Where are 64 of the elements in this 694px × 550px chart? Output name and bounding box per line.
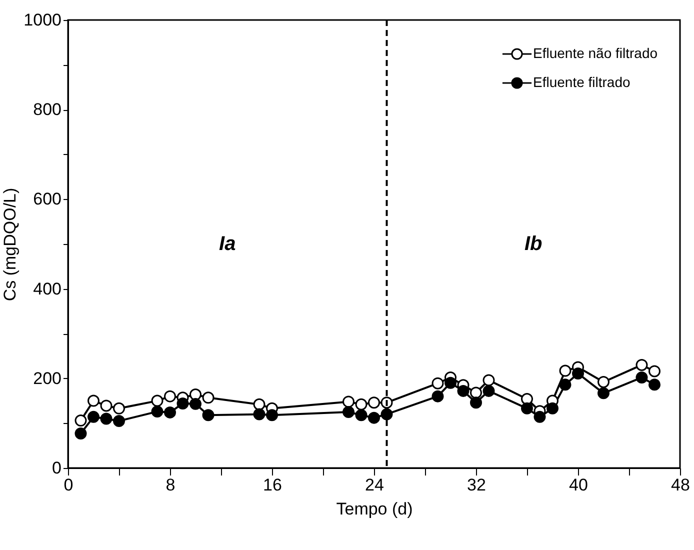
point	[598, 387, 610, 400]
y-tick-label: 800	[33, 100, 62, 120]
point	[368, 412, 380, 424]
annotation: Ib	[524, 233, 542, 255]
point	[355, 398, 368, 410]
point	[164, 390, 176, 402]
point	[176, 398, 189, 410]
point	[355, 409, 368, 422]
x-axis-title: Tempo (d)	[336, 500, 413, 518]
legend-label: Efluente não filtrado	[533, 45, 658, 61]
point	[457, 384, 470, 397]
x-tick-label: 0	[64, 476, 74, 494]
point	[74, 414, 87, 426]
point	[432, 390, 444, 402]
x-tick-label: 8	[166, 476, 176, 494]
point	[342, 396, 354, 408]
point	[534, 410, 546, 423]
point	[74, 428, 87, 440]
point	[559, 364, 572, 377]
point	[88, 410, 100, 423]
point	[342, 406, 354, 418]
point	[598, 376, 610, 388]
y-tick-label: 600	[33, 190, 62, 209]
annotation: Ia	[219, 233, 236, 255]
point	[113, 402, 125, 414]
y-tick-label: 1000	[24, 10, 62, 30]
x-tick-label: 32	[467, 476, 486, 494]
point	[636, 372, 648, 384]
y-axis-title: Cs (mgDQO/L)	[0, 188, 20, 302]
point	[253, 398, 266, 410]
point	[368, 396, 380, 409]
point	[88, 394, 100, 407]
point	[572, 367, 584, 380]
point	[253, 408, 266, 420]
point	[190, 398, 202, 410]
y-tick-label: 0	[52, 458, 62, 478]
point	[648, 378, 660, 391]
point	[521, 402, 533, 414]
point	[648, 365, 660, 378]
legend-label: Efluente filtrado	[533, 74, 630, 90]
point	[100, 400, 112, 412]
x-tick-label: 48	[671, 476, 690, 494]
x-tick-label: 40	[569, 476, 588, 494]
point	[151, 406, 164, 418]
point	[100, 412, 112, 425]
point	[546, 402, 558, 414]
point	[164, 406, 176, 418]
point	[202, 392, 214, 404]
x-tick-label: 16	[263, 476, 282, 494]
point	[113, 414, 125, 427]
point	[470, 386, 482, 399]
point	[151, 394, 164, 407]
point	[636, 358, 648, 371]
y-tick-label: 200	[33, 368, 62, 388]
point	[432, 377, 444, 390]
point	[202, 409, 214, 422]
point	[444, 376, 456, 389]
x-tick-label: 24	[365, 476, 384, 494]
y-tick-label: 400	[33, 279, 62, 298]
point	[482, 384, 495, 397]
point	[470, 396, 482, 409]
point	[266, 409, 278, 422]
point	[482, 374, 495, 386]
point	[559, 378, 572, 391]
